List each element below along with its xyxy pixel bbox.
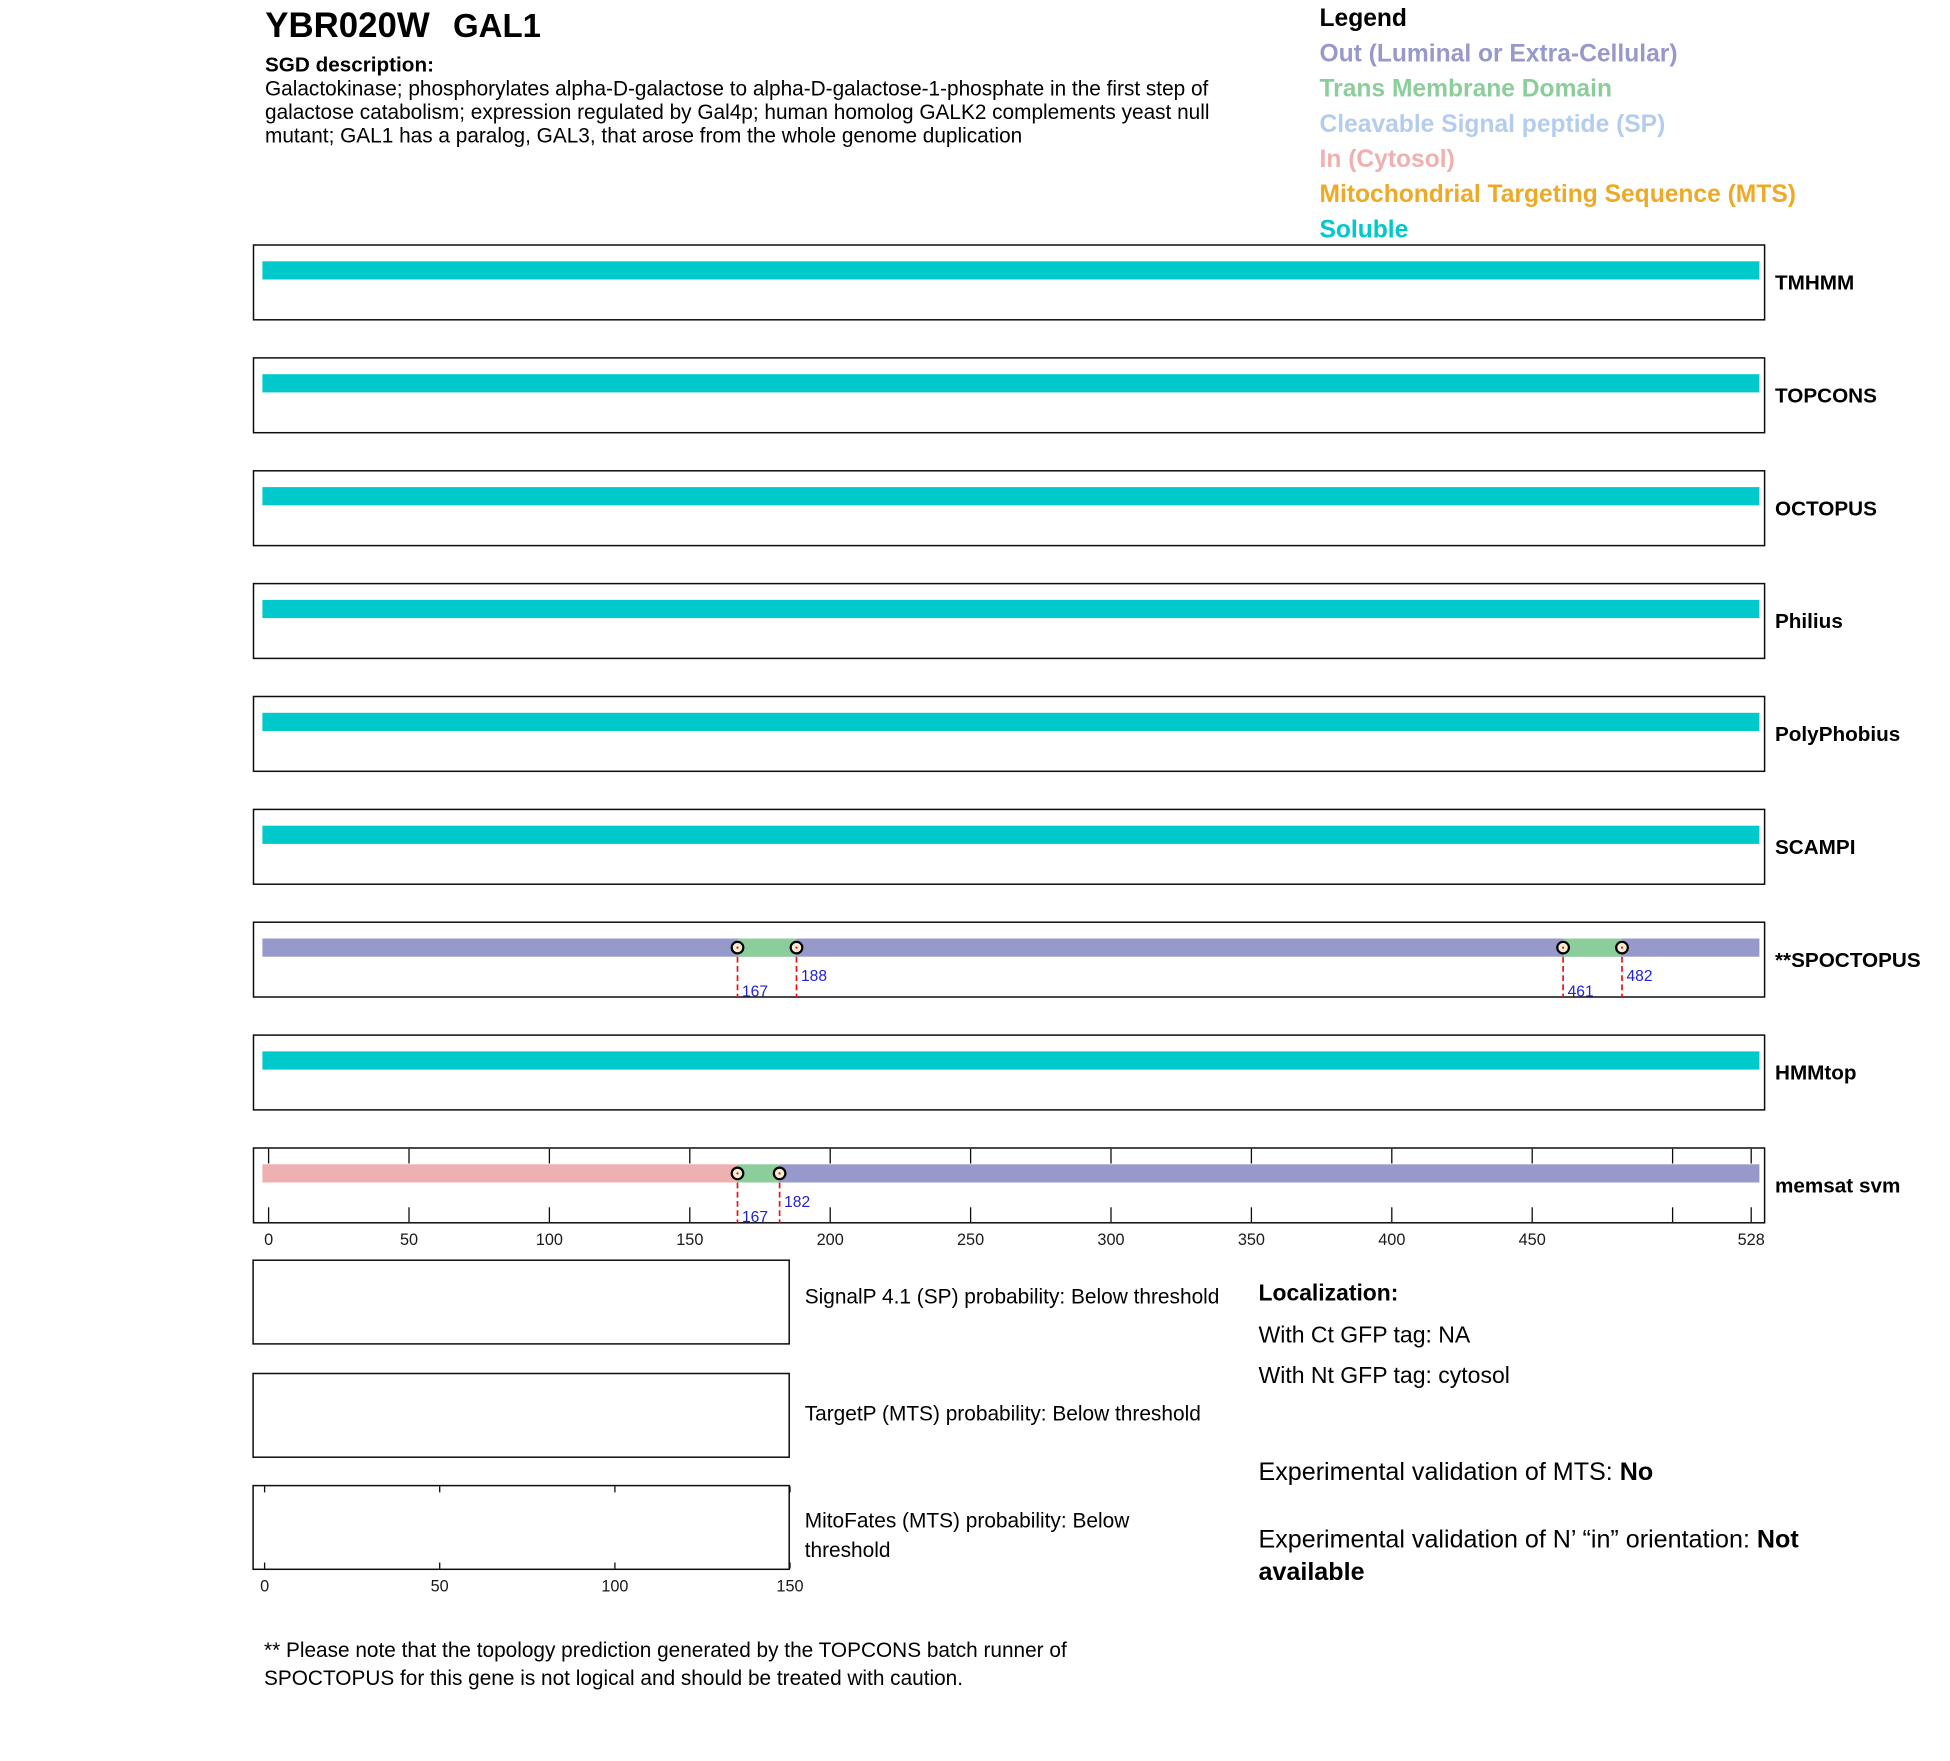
svg-text:MitoFates (MTS) probability: B: MitoFates (MTS) probability: Below — [805, 1510, 1131, 1533]
svg-text:100: 100 — [536, 1231, 563, 1249]
svg-text:300: 300 — [1097, 1231, 1124, 1249]
svg-text:Galactokinase; phosphorylates: Galactokinase; phosphorylates alpha-D-ga… — [265, 77, 1209, 100]
svg-text:461: 461 — [1568, 983, 1594, 1000]
svg-text:galactose catabolism; expressi: galactose catabolism; expression regulat… — [265, 101, 1209, 124]
svg-text:TargetP (MTS) probability: Bel: TargetP (MTS) probability: Below thresho… — [805, 1402, 1201, 1425]
svg-text:** Please note that the topolo: ** Please note that the topology predict… — [264, 1639, 1067, 1662]
svg-text:Soluble: Soluble — [1320, 216, 1409, 243]
svg-text:mutant; GAL1 has a paralog, GA: mutant; GAL1 has a paralog, GAL3, that a… — [265, 125, 1022, 148]
svg-text:Philius: Philius — [1775, 610, 1843, 633]
svg-text:TMHMM: TMHMM — [1775, 272, 1854, 295]
svg-text:350: 350 — [1238, 1231, 1265, 1249]
svg-text:SCAMPI: SCAMPI — [1775, 836, 1855, 859]
svg-text:available: available — [1259, 1558, 1365, 1586]
svg-text:450: 450 — [1519, 1231, 1546, 1249]
svg-text:HMMtop: HMMtop — [1775, 1062, 1857, 1085]
svg-text:50: 50 — [431, 1578, 449, 1596]
svg-text:150: 150 — [776, 1578, 803, 1596]
svg-text:In (Cytosol): In (Cytosol) — [1320, 146, 1455, 173]
svg-text:memsat svm: memsat svm — [1775, 1175, 1900, 1198]
svg-text:Mitochondrial Targeting Sequen: Mitochondrial Targeting Sequence (MTS) — [1320, 181, 1796, 208]
svg-text:100: 100 — [601, 1578, 628, 1596]
svg-text:50: 50 — [400, 1231, 418, 1249]
svg-text:Experimental validation of MTS: Experimental validation of MTS: No — [1259, 1458, 1654, 1486]
svg-text:150: 150 — [676, 1231, 703, 1249]
svg-text:Trans Membrane Domain: Trans Membrane Domain — [1320, 76, 1612, 103]
svg-text:threshold: threshold — [805, 1539, 891, 1562]
svg-text:400: 400 — [1378, 1231, 1405, 1249]
svg-text:Experimental validation of N’: Experimental validation of N’ “in” orien… — [1259, 1526, 1800, 1554]
svg-text:Out (Luminal or Extra-Cellular: Out (Luminal or Extra-Cellular) — [1320, 40, 1678, 67]
svg-text:YBR020W: YBR020W — [265, 6, 430, 45]
svg-text:167: 167 — [742, 983, 768, 1000]
svg-text:With Ct GFP tag: NA: With Ct GFP tag: NA — [1259, 1322, 1471, 1348]
svg-text:0: 0 — [264, 1231, 273, 1249]
svg-text:482: 482 — [1627, 968, 1653, 985]
svg-text:250: 250 — [957, 1231, 984, 1249]
svg-text:Legend: Legend — [1320, 5, 1407, 32]
svg-text:PolyPhobius: PolyPhobius — [1775, 723, 1900, 746]
svg-text:**SPOCTOPUS: **SPOCTOPUS — [1775, 949, 1921, 972]
svg-text:SignalP 4.1 (SP) probability:: SignalP 4.1 (SP) probability: Below thre… — [805, 1286, 1220, 1309]
svg-text:188: 188 — [801, 968, 827, 985]
svg-text:0: 0 — [260, 1578, 269, 1596]
svg-text:182: 182 — [784, 1194, 810, 1211]
svg-text:With Nt GFP tag: cytosol: With Nt GFP tag: cytosol — [1259, 1362, 1510, 1388]
svg-text:200: 200 — [817, 1231, 844, 1249]
svg-text:OCTOPUS: OCTOPUS — [1775, 497, 1877, 520]
svg-text:Localization:: Localization: — [1259, 1280, 1399, 1306]
svg-text:SPOCTOPUS for this gene is not: SPOCTOPUS for this gene is not logical a… — [264, 1667, 963, 1690]
svg-text:TOPCONS: TOPCONS — [1775, 385, 1877, 408]
svg-text:SGD description:: SGD description: — [265, 54, 434, 77]
svg-text:167: 167 — [742, 1209, 768, 1226]
svg-text:Cleavable Signal peptide (SP): Cleavable Signal peptide (SP) — [1320, 111, 1666, 138]
svg-text:GAL1: GAL1 — [453, 7, 541, 44]
svg-text:528: 528 — [1738, 1231, 1765, 1249]
